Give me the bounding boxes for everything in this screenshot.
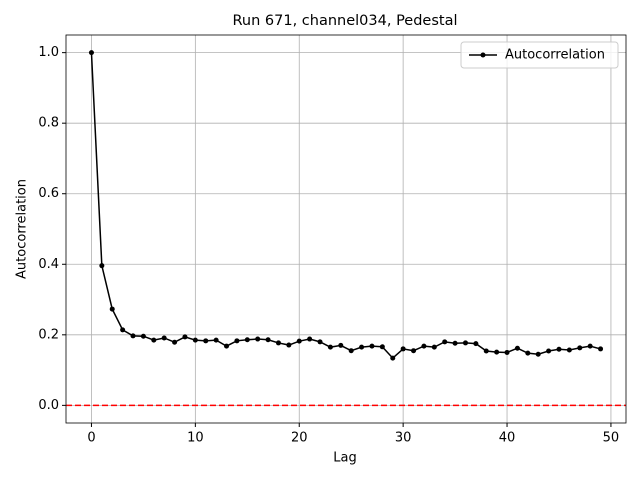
legend-marker [480,52,486,58]
data-point [462,340,468,346]
data-point [587,343,593,349]
x-tick-label: 0 [87,431,95,446]
y-tick-label: 0.6 [38,186,59,201]
data-point [535,351,541,357]
data-point [452,340,458,346]
data-point [130,333,136,339]
y-tick-label: 0.8 [38,116,59,131]
data-point [566,347,572,353]
data-point [172,339,178,345]
x-tick-label: 10 [187,431,204,446]
x-axis-label: Lag [333,451,356,466]
data-point [296,338,302,344]
data-point [275,340,281,346]
data-point [192,337,198,343]
data-point [504,349,510,355]
data-point [359,344,365,350]
x-tick-label: 50 [603,431,620,446]
data-point [286,342,292,348]
data-point [514,345,520,351]
data-point [494,349,500,355]
data-point [598,346,604,352]
data-point [400,346,406,352]
data-point [390,355,396,361]
y-tick-label: 0.2 [38,327,59,342]
data-point [109,306,115,312]
data-point [546,348,552,354]
data-point [338,342,344,348]
data-point [317,339,323,345]
data-point [307,336,313,342]
y-tick-label: 0.4 [38,257,59,272]
data-point [556,346,562,352]
data-point [421,343,427,349]
data-point [151,337,157,343]
data-point [203,338,209,344]
data-point [369,343,375,349]
chart-title: Run 671, channel034, Pedestal [232,13,457,29]
data-point [327,344,333,350]
y-tick-label: 1.0 [38,45,59,60]
data-point [213,337,219,343]
data-point [265,337,271,343]
legend-label: Autocorrelation [505,48,605,63]
data-point [577,345,583,351]
data-point [140,333,146,339]
data-point [99,263,105,269]
data-point [348,348,354,354]
data-point [411,348,417,354]
data-point [244,337,250,343]
data-point [255,336,261,342]
legend-box [460,41,619,69]
data-point [88,50,94,56]
data-point [379,344,385,350]
data-point [161,335,167,341]
data-point [182,334,188,340]
data-point [224,343,230,349]
plot-frame [65,34,627,424]
data-point [120,327,126,333]
y-tick-label: 0.0 [38,398,59,413]
data-point [525,350,531,356]
x-tick-label: 30 [395,431,412,446]
data-point [442,339,448,345]
x-tick-label: 40 [499,431,516,446]
x-tick-label: 20 [291,431,308,446]
data-point [483,348,489,354]
data-point [431,344,437,350]
y-axis-label: Autocorrelation [15,179,30,279]
data-point [473,341,479,347]
data-point [234,338,240,344]
